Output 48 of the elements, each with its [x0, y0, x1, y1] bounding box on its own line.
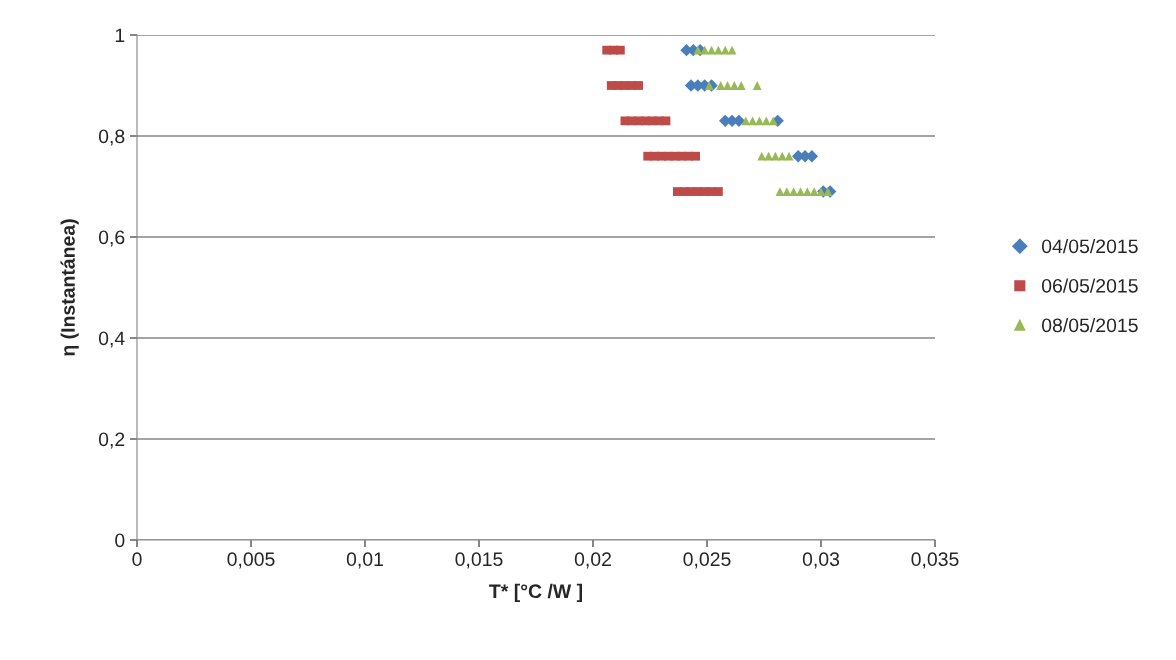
point [809, 187, 819, 196]
point [796, 187, 805, 196]
point [784, 151, 794, 161]
point [741, 116, 751, 126]
x-tick-label: 0,005 [227, 552, 275, 569]
x-tick-label: 0,015 [455, 552, 503, 569]
point [771, 151, 780, 161]
point [823, 187, 833, 196]
point [736, 81, 746, 90]
y-tick-label: 0,4 [98, 331, 125, 348]
point [761, 116, 771, 126]
y-tick-label: 0,8 [98, 129, 125, 146]
point [720, 45, 730, 55]
point [757, 151, 767, 161]
point [714, 187, 723, 196]
point [768, 116, 778, 126]
y-axis-title: η (Instantánea) [60, 219, 79, 356]
x-tick-label: 0 [132, 552, 142, 567]
x-tick-label: 0,035 [911, 552, 959, 569]
point [691, 151, 700, 161]
point [777, 151, 787, 161]
legend-label: 06/05/2015 [1041, 278, 1138, 293]
x-tick-label: 0,025 [683, 552, 731, 569]
point [752, 81, 762, 90]
point [615, 45, 625, 55]
point [775, 187, 785, 196]
point [634, 81, 643, 90]
x-tick-label: 0,01 [346, 552, 383, 569]
y-tick-label: 0 [115, 533, 125, 548]
legend-label: 08/05/2015 [1041, 317, 1138, 333]
point [714, 45, 723, 55]
x-axis-title: T* [°C /W ] [489, 583, 582, 602]
legend-label: 04/05/2015 [1041, 238, 1138, 254]
x-tick-label: 0,03 [802, 552, 840, 569]
point [661, 116, 671, 126]
point [700, 45, 710, 55]
y-tick-label: 0,2 [98, 432, 125, 449]
x-tick-label: 0,02 [574, 552, 611, 569]
point [707, 45, 716, 55]
point [693, 45, 703, 55]
y-tick-label: 1 [115, 28, 125, 43]
point [764, 151, 773, 161]
point [816, 187, 826, 196]
point [755, 116, 764, 126]
y-tick-label: 0,6 [98, 230, 125, 247]
point [704, 81, 714, 90]
point [723, 81, 732, 90]
point [727, 45, 737, 55]
